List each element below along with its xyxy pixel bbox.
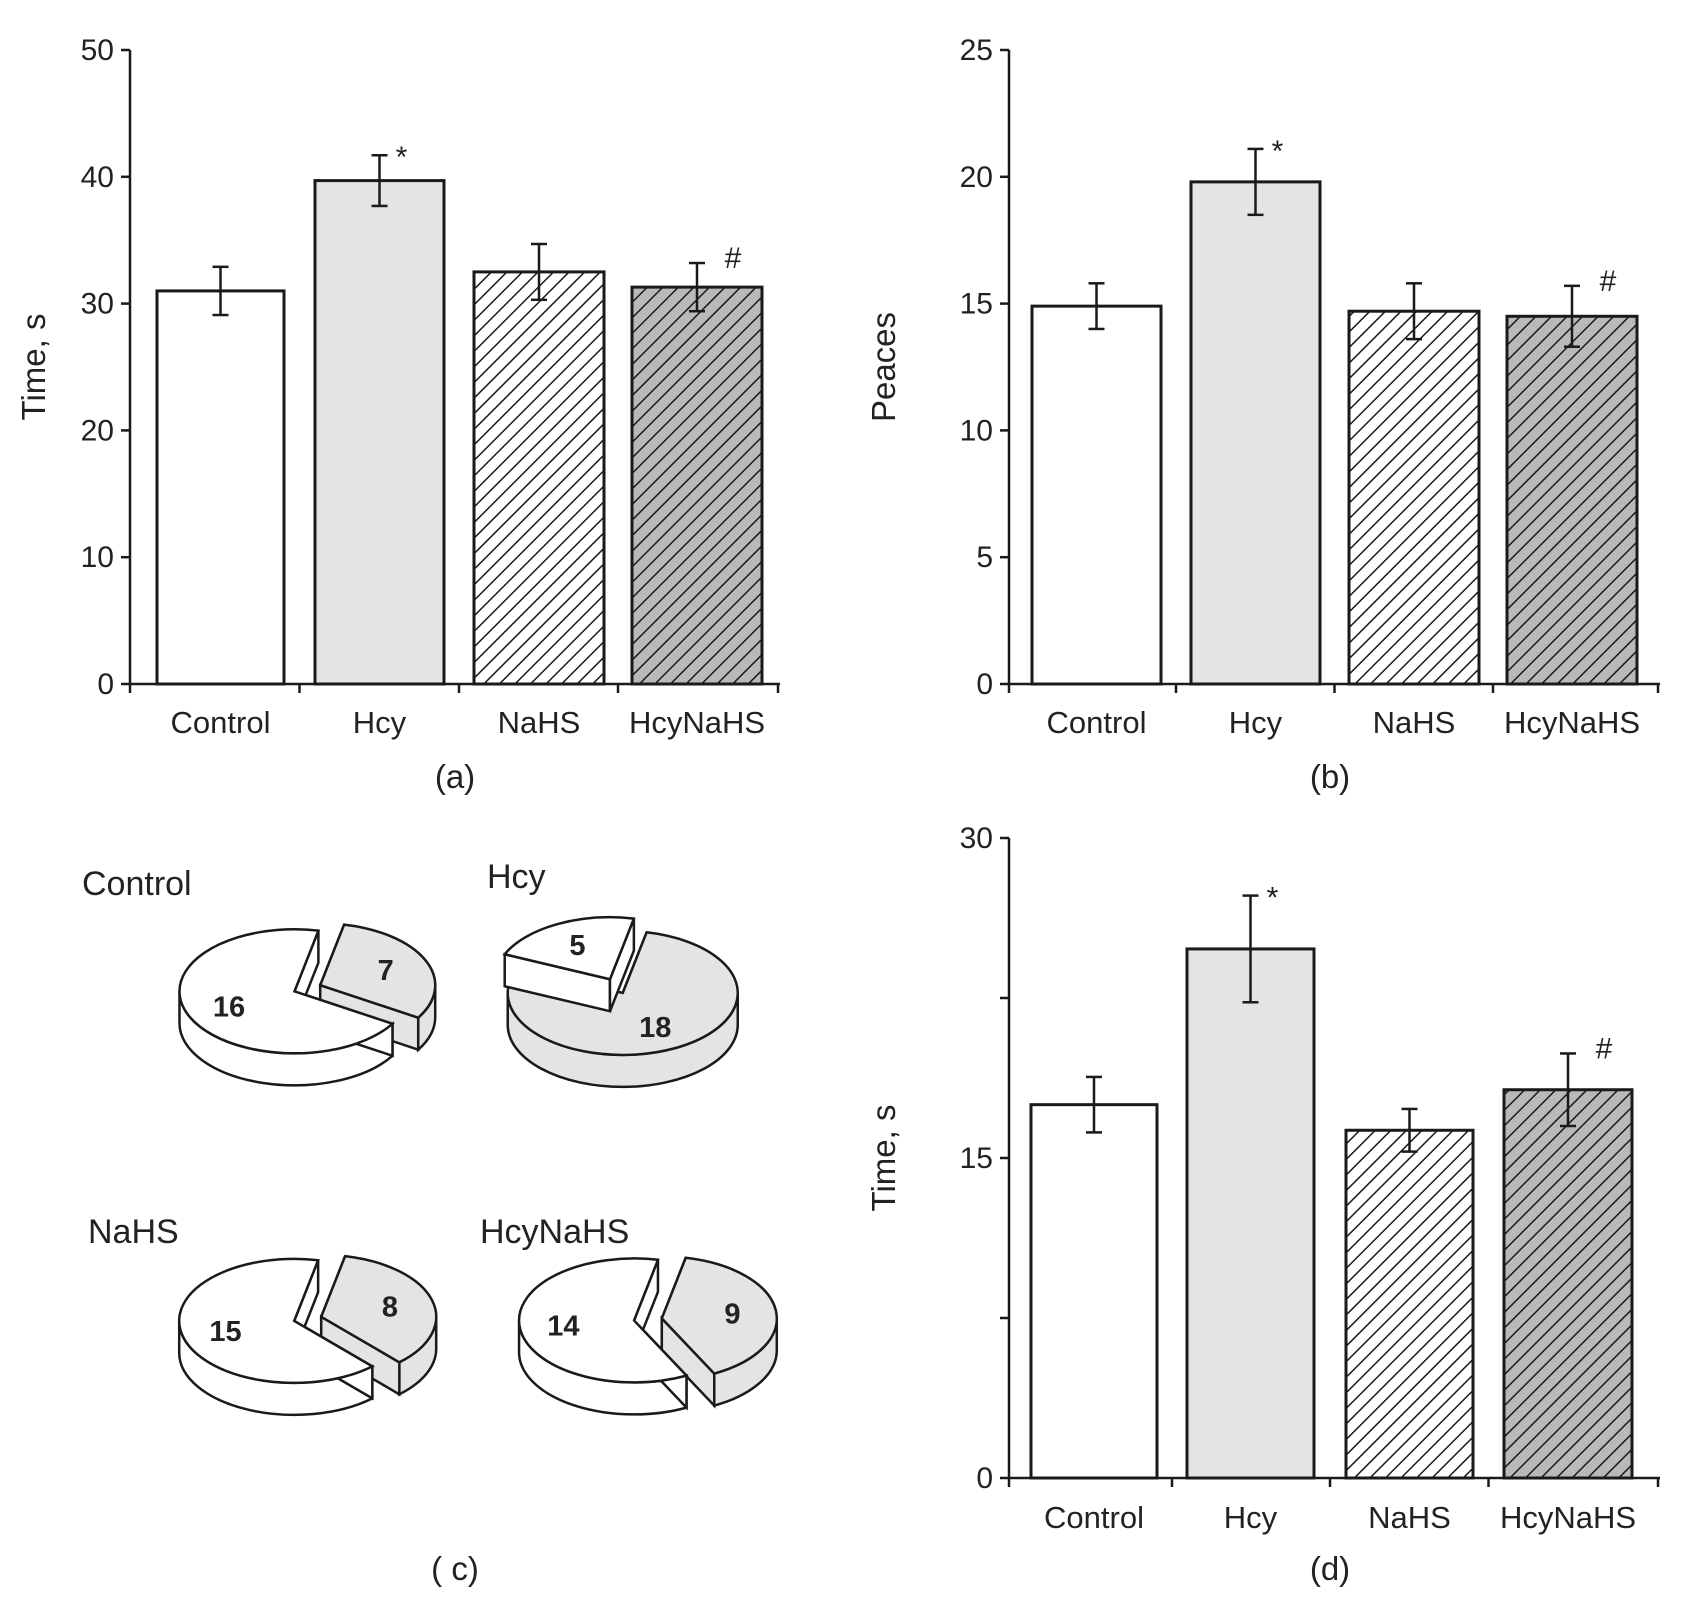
y-tick-label: 10: [960, 414, 993, 447]
pie-value-label: 14: [547, 1310, 579, 1342]
pie-value-label: 5: [569, 930, 585, 962]
chart-panel-c: 7 16 Control 18 5 Hcy 8 15 NaHS 9 14 HcyNaHS ( c): [82, 858, 779, 1587]
panel-label: ( c): [431, 1550, 479, 1587]
bar-control: [155, 289, 286, 686]
pie-slice-control-1: [318, 923, 437, 1020]
pie-slice-hcynahs-1: [660, 1256, 779, 1375]
bar-hcynahs: [1505, 314, 1639, 686]
bar-control: [1030, 304, 1163, 686]
x-tick-label: Control: [1044, 1500, 1144, 1535]
pie-title: Hcy: [487, 858, 546, 896]
x-tick-label: NaHS: [1373, 705, 1456, 740]
pie-title: Control: [82, 865, 192, 903]
pie-value-label: 16: [213, 991, 245, 1023]
x-tick-label: NaHS: [1368, 1500, 1451, 1535]
bar-hcy: [313, 179, 446, 686]
y-tick-label: 0: [976, 1462, 993, 1495]
y-tick-label: 40: [81, 161, 114, 194]
pie-slice-nahs-0: [177, 1257, 375, 1385]
pie-value-label: 18: [639, 1012, 671, 1044]
x-tick-label: HcyNaHS: [629, 705, 765, 740]
y-tick-label: 20: [960, 161, 993, 194]
pie-value-label: 9: [724, 1298, 740, 1330]
y-tick-label: 25: [960, 34, 993, 67]
x-tick-label: Control: [1047, 705, 1147, 740]
x-tick-label: Hcy: [353, 705, 407, 740]
bar-nahs: [1347, 309, 1481, 686]
pie-value-label: 15: [209, 1316, 241, 1348]
significance-star: *: [1267, 882, 1279, 915]
y-tick-label: 30: [960, 822, 993, 855]
x-tick-label: NaHS: [498, 705, 581, 740]
significance-star: *: [1272, 135, 1284, 168]
y-tick-label: 5: [976, 541, 993, 574]
panel-label: (a): [435, 758, 475, 795]
x-tick-label: HcyNaHS: [1504, 705, 1640, 740]
y-tick-label: 0: [976, 668, 993, 701]
pie-slice-control-0: [178, 928, 395, 1055]
y-tick-label: 0: [97, 668, 114, 701]
panel-label: (b): [1310, 758, 1350, 795]
significance-hash: #: [725, 242, 742, 275]
bar-nahs: [472, 270, 606, 686]
y-tick-label: 10: [81, 541, 114, 574]
y-axis-label: Time, s: [15, 314, 52, 421]
bar-hcynahs: [630, 285, 764, 686]
pie-title: NaHS: [88, 1213, 179, 1251]
pie-value-label: 7: [378, 955, 394, 987]
pie-value-label: 8: [382, 1292, 398, 1324]
bar-nahs: [1344, 1128, 1475, 1480]
bar-control: [1029, 1103, 1159, 1480]
pie-slice-nahs-1: [319, 1254, 438, 1364]
y-axis-label: Time, s: [865, 1105, 902, 1212]
y-tick-label: 15: [960, 1142, 993, 1175]
bar-hcy: [1189, 180, 1322, 686]
y-tick-label: 20: [81, 414, 114, 447]
bar-hcy: [1185, 947, 1316, 1480]
y-tick-label: 15: [960, 288, 993, 321]
pie-slice-hcynahs-0: [517, 1257, 689, 1384]
significance-hash: #: [1596, 1032, 1613, 1065]
bar-hcynahs: [1502, 1088, 1634, 1480]
significance-star: *: [396, 141, 408, 174]
significance-hash: #: [1600, 265, 1617, 298]
x-tick-label: Control: [171, 705, 271, 740]
y-axis-label: Peaces: [865, 312, 902, 422]
y-tick-label: 30: [81, 288, 114, 321]
pie-slice-hcy-0: [502, 915, 636, 981]
pie-slice-hcy-1: [506, 930, 739, 1057]
y-tick-label: 50: [81, 34, 114, 67]
x-tick-label: Hcy: [1229, 705, 1283, 740]
x-tick-label: HcyNaHS: [1500, 1500, 1636, 1535]
x-tick-label: Hcy: [1224, 1500, 1278, 1535]
pie-title: HcyNaHS: [480, 1213, 629, 1251]
panel-label: (d): [1310, 1550, 1350, 1587]
